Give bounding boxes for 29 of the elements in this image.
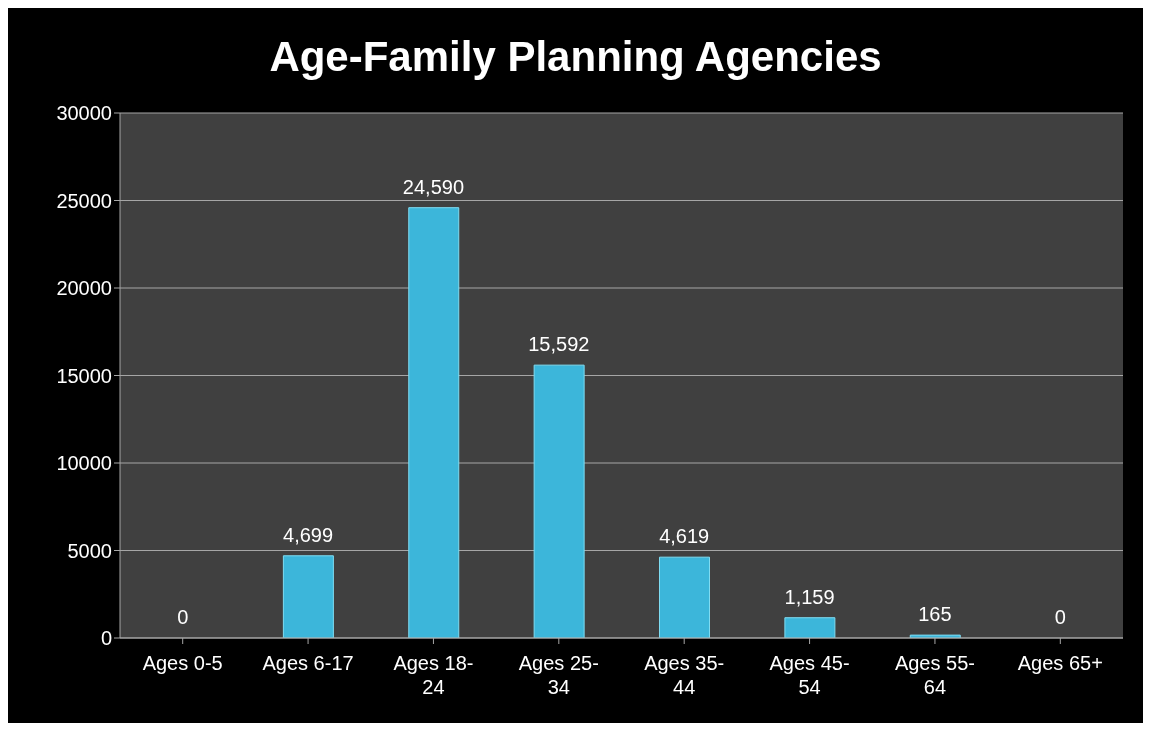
y-tick-label: 20000: [56, 277, 112, 300]
y-tick-label: 10000: [56, 452, 112, 475]
bar: [533, 364, 585, 638]
bar: [282, 555, 334, 638]
x-tick-label: Ages 35-44: [644, 652, 725, 698]
data-label: 4,699: [283, 523, 334, 546]
bar: [784, 617, 836, 638]
x-tick-label: Ages 0-5: [142, 652, 223, 674]
y-tick-label: 30000: [56, 102, 112, 125]
bar: [659, 556, 710, 638]
x-tick-label: Ages 18-24: [393, 652, 474, 698]
data-label: 0: [1054, 606, 1066, 628]
y-tick-label: 15000: [56, 364, 112, 387]
x-tick-label: Ages 25-34: [518, 652, 599, 698]
y-tick-label: 5000: [67, 539, 112, 562]
x-tick-label: Ages 65+: [1017, 652, 1103, 674]
x-tick-label: Ages 45-54: [769, 652, 850, 698]
chart-title: Age-Family Planning Agencies: [269, 33, 882, 80]
y-tick-label: 25000: [56, 189, 112, 212]
x-tick-label: Ages 55-64: [894, 652, 975, 698]
data-label: 165: [918, 603, 952, 626]
data-label: 24,590: [402, 175, 465, 198]
data-label: 0: [177, 606, 189, 628]
x-tick-label: Ages 6-17: [262, 652, 354, 674]
data-label: 4,619: [659, 525, 710, 548]
data-label: 1,159: [784, 585, 835, 608]
y-tick-label: 0: [100, 627, 112, 650]
data-label: 15,592: [528, 333, 590, 356]
bar: [408, 207, 460, 638]
